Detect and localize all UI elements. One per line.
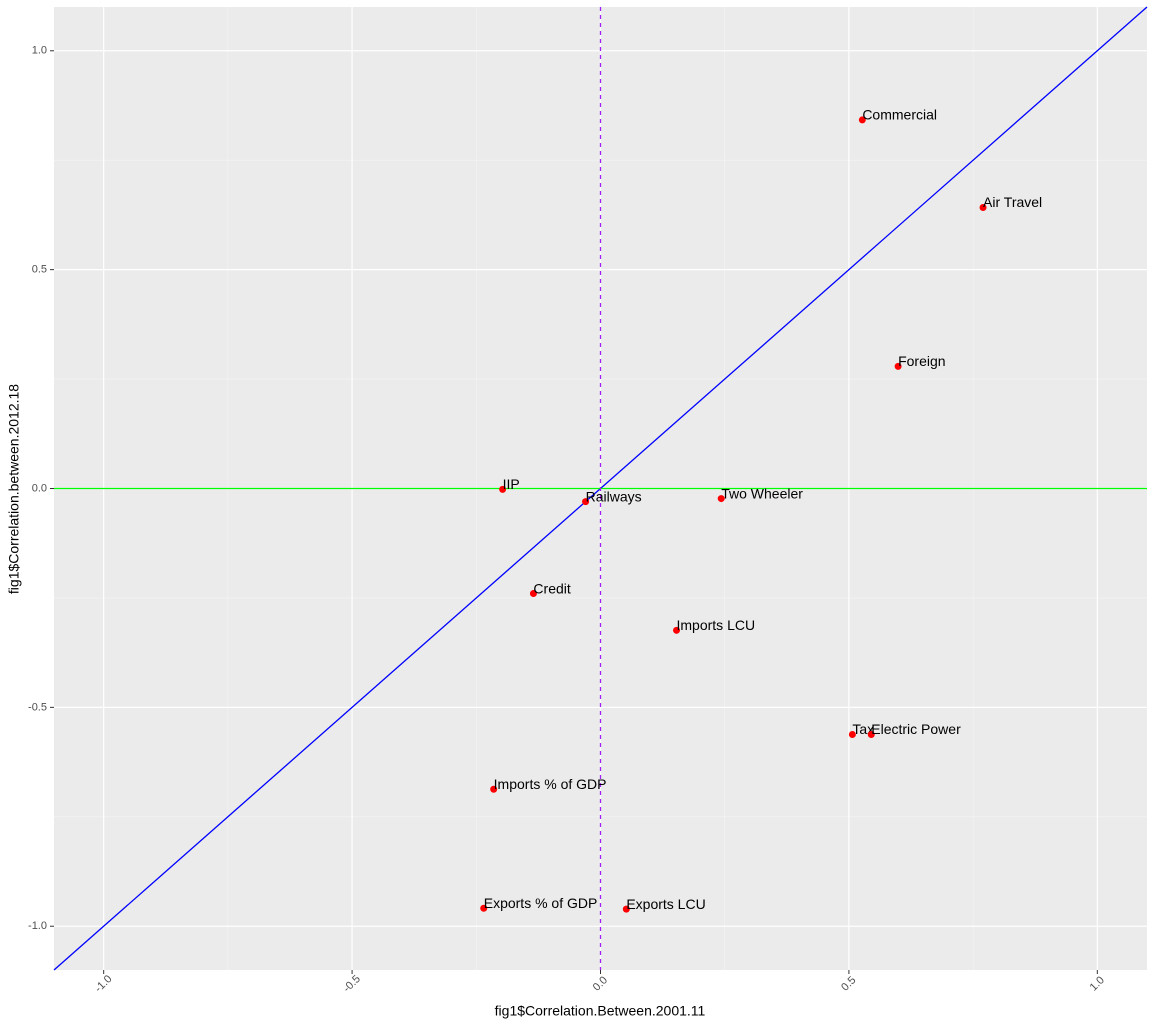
point-label: IIP bbox=[503, 476, 520, 492]
point bbox=[480, 904, 488, 912]
point bbox=[894, 362, 902, 370]
point bbox=[582, 498, 590, 506]
point bbox=[867, 731, 875, 739]
x-tick-label: 1.0 bbox=[1088, 974, 1107, 993]
x-tick-label: 0.0 bbox=[591, 974, 610, 993]
point bbox=[717, 495, 725, 503]
x-tick-label: -1.0 bbox=[93, 973, 115, 995]
point-label: Imports LCU bbox=[677, 617, 756, 633]
y-axis-title: fig1$Correlation.between.2012.18 bbox=[6, 384, 22, 594]
point-label: Air Travel bbox=[983, 194, 1042, 210]
y-tick-label: 0.5 bbox=[32, 264, 47, 276]
point-label: Imports % of GDP bbox=[494, 776, 607, 792]
point-label: Credit bbox=[533, 580, 570, 596]
point-label: Exports LCU bbox=[626, 896, 705, 912]
point bbox=[979, 203, 987, 211]
point bbox=[490, 785, 498, 793]
y-tick-label: -0.5 bbox=[28, 701, 47, 713]
point-label: Foreign bbox=[898, 353, 945, 369]
x-tick-label: -0.5 bbox=[341, 973, 363, 995]
x-tick-label: 0.5 bbox=[839, 974, 858, 993]
point-label: Commercial bbox=[862, 107, 937, 123]
point bbox=[622, 905, 630, 913]
point bbox=[673, 626, 681, 634]
y-tick-label: -1.0 bbox=[28, 920, 47, 932]
y-tick-label: 1.0 bbox=[32, 45, 47, 57]
y-tick-label: 0.0 bbox=[32, 482, 47, 494]
point bbox=[848, 731, 856, 739]
point-label: Two Wheeler bbox=[721, 485, 803, 501]
point-label: Exports % of GDP bbox=[484, 895, 598, 911]
point-label: Railways bbox=[586, 488, 642, 504]
point bbox=[858, 116, 866, 124]
point-label: Electric Power bbox=[871, 721, 961, 737]
point bbox=[529, 590, 537, 598]
point bbox=[499, 485, 507, 493]
reference-lines bbox=[53, 6, 1148, 971]
x-axis-title: fig1$Correlation.Between.2001.11 bbox=[495, 1003, 706, 1019]
points: Commercial Air Travel Foreign IIP Railways Tw… bbox=[480, 107, 1042, 913]
